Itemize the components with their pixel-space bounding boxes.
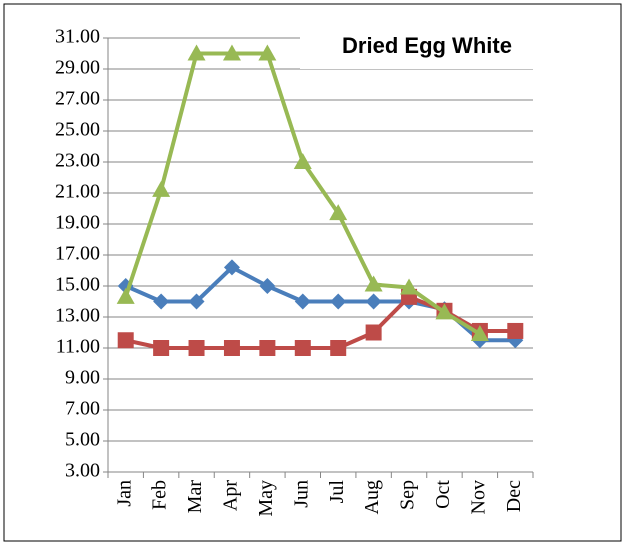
marker xyxy=(507,322,524,339)
y-tick-label: 11.00 xyxy=(56,336,100,358)
x-tick-label: Sep xyxy=(397,480,419,510)
marker xyxy=(117,332,134,349)
marker xyxy=(222,44,241,61)
x-tick-label: Feb xyxy=(149,480,171,510)
marker xyxy=(365,324,382,341)
x-tick-label: Apr xyxy=(220,480,242,511)
marker xyxy=(153,340,170,356)
y-tick-label: 21.00 xyxy=(55,181,100,203)
marker xyxy=(223,340,240,356)
x-tick-label: Jun xyxy=(290,480,312,508)
x-tick-label: Mar xyxy=(184,480,206,514)
y-tick-label: 9.00 xyxy=(65,367,100,389)
marker xyxy=(294,293,311,310)
marker xyxy=(364,275,383,292)
marker xyxy=(470,325,489,342)
marker xyxy=(259,340,276,356)
marker xyxy=(152,180,171,197)
y-tick-label: 17.00 xyxy=(55,243,100,265)
marker xyxy=(187,44,206,61)
x-tick-label: Oct xyxy=(432,480,454,509)
marker xyxy=(329,204,348,221)
marker xyxy=(188,293,205,310)
chart-title: Dried Egg White xyxy=(342,33,512,58)
x-tick-label: Aug xyxy=(361,480,383,514)
y-tick-label: 13.00 xyxy=(55,305,100,327)
marker xyxy=(435,303,454,320)
x-tick-label: Nov xyxy=(467,480,489,514)
marker xyxy=(293,153,312,169)
marker xyxy=(400,278,419,295)
x-tick-label: Jan xyxy=(113,480,135,507)
y-tick-label: 5.00 xyxy=(65,429,100,451)
marker xyxy=(223,259,240,276)
y-tick-label: 25.00 xyxy=(55,119,100,141)
marker xyxy=(116,287,135,304)
y-tick-label: 7.00 xyxy=(65,398,100,420)
marker xyxy=(188,340,205,356)
y-tick-label: 19.00 xyxy=(55,212,100,234)
title-box xyxy=(300,27,550,69)
y-tick-label: 31.00 xyxy=(55,26,100,48)
marker xyxy=(330,340,347,356)
marker xyxy=(259,278,276,294)
x-tick-label: Dec xyxy=(503,480,525,512)
y-tick-label: 3.00 xyxy=(65,460,100,482)
x-tick-label: May xyxy=(255,480,277,517)
marker xyxy=(294,340,311,356)
marker xyxy=(258,44,277,61)
y-tick-label: 27.00 xyxy=(55,88,100,110)
chart-border xyxy=(3,3,622,542)
marker xyxy=(365,293,382,310)
marker xyxy=(153,293,170,310)
y-tick-label: 29.00 xyxy=(55,57,100,79)
y-tick-label: 23.00 xyxy=(55,150,100,172)
marker xyxy=(330,293,347,310)
y-tick-label: 15.00 xyxy=(55,274,100,296)
x-tick-label: Jul xyxy=(326,480,348,504)
